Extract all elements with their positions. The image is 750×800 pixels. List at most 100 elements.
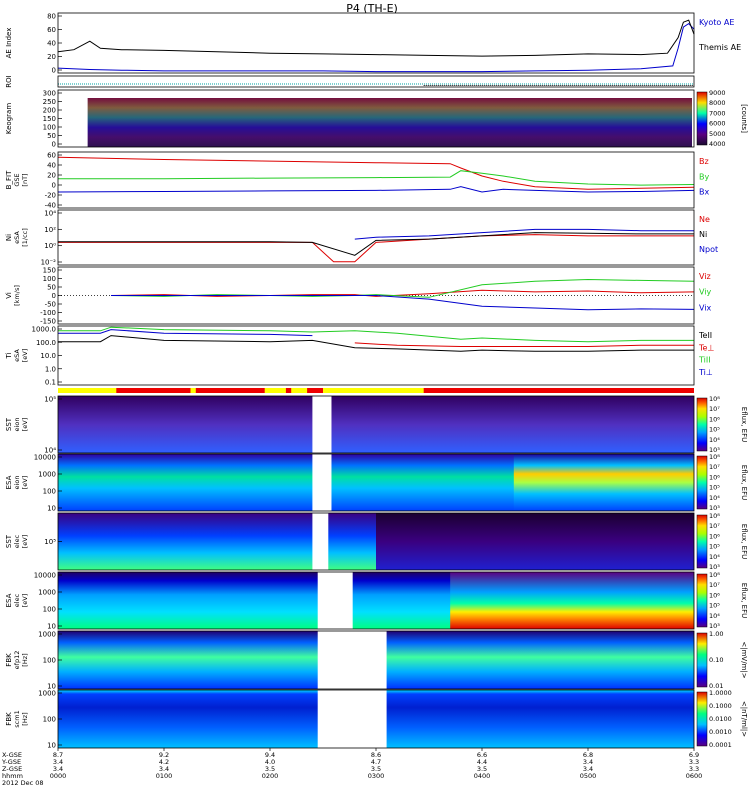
colorbar-tick: 8000 [709,99,726,107]
colorbar-tick: 0.0010 [709,728,732,736]
ytick-label: 50 [47,132,56,140]
plot-bg-ae [58,13,694,73]
colorbar-fbk-b [696,691,708,747]
ytick-label: 10 [47,683,56,691]
ylabel-sub: [eV] [21,476,29,490]
colorbar-tick: 0.0001 [709,741,732,749]
ytick-label: 100 [43,275,56,283]
colorbar-label: Eflux, EFU [740,524,748,559]
colorbar-tick: 10⁷ [709,581,720,589]
series-bfield-2 [57,186,695,193]
time-tick-label: 3.3 [689,765,699,773]
legend-bfield-1: By [699,172,709,181]
time-axis-row-label: Y-GSE [1,758,21,766]
legend-bfield-2: Bx [699,188,709,197]
frame-sst-ion [57,395,695,454]
ylabel-ae: AE Index [5,28,13,59]
legend-bfield-0: Bz [699,157,709,166]
panel-temperature: TeII Te⊥ TiII Ti⊥ 0.1 1.0 10.0 100.0 1000.0 Ti eSA… [5,326,714,387]
time-tick-label: 3.3 [689,758,699,766]
panel-ae: Kyoto AE Themis AE 0 20 40 60 80 AE Index [5,13,741,75]
ylabel-sub: [Hz] [21,712,29,725]
ylabel-sub: elec [13,534,21,548]
ytick-label: 0 [52,292,56,300]
ytick-label: 10 [47,505,56,513]
ytick-label: 1000 [38,589,56,597]
ytick-label: -20 [45,192,56,200]
ytick-label: 100 [43,488,56,496]
colorbar-tick: 9000 [709,89,726,97]
ytick-label: 100 [43,657,56,665]
legend-velocity-2: Vix [699,303,712,312]
ytick-label: 250 [43,98,56,106]
colorbar-tick: 10⁵ [709,484,720,492]
time-tick-label: 3.4 [53,765,63,773]
legend-ae-0: Kyoto AE [699,18,734,27]
time-tick-label: 6.8 [583,751,593,759]
data-gap [317,572,353,629]
ytick-label: 100.0 [36,339,56,347]
ytick-label: 1.0 [45,365,56,373]
keogram-tint [87,98,693,147]
colorbar-tick: 10³ [709,446,720,454]
colorbar-tick: 0.1000 [709,702,732,710]
legend-density-0: Ne [699,215,710,224]
colorbar-label: Eflux, EFU [740,583,748,618]
colorbar-tick: 4000 [709,140,726,148]
panel-bfield: Bz By Bx -40 -20 0 20 40 60 B_FIT GSE [nT] [5,152,709,210]
series-temperature-2 [58,326,694,343]
ytick-label: 80 [47,13,56,21]
colorbar-tick: 10⁸ [709,453,720,461]
series-velocity-0 [110,289,695,297]
legend-density-2: Npot [699,245,718,254]
colorbar-tick: 10⁸ [709,512,720,520]
legend-velocity-1: Viy [699,288,712,297]
legend-temperature-3: Ti⊥ [698,368,713,377]
ytick-label: 10⁻² [41,259,57,267]
spectrogram-active-esa-elec [450,572,694,629]
colorbar-tick: 6000 [709,120,726,128]
time-tick-label: 3.4 [583,765,593,773]
data-gap [312,513,329,570]
ylabel-sub: [eV] [21,535,29,549]
ylabel-sub: scm1 [13,710,21,727]
legend-ae-1: Themis AE [698,43,741,52]
ytick-label: 10000 [34,572,56,580]
colorbar-label: [counts] [740,104,748,133]
series-ae-0 [57,22,695,73]
data-gap [312,454,332,511]
ytick-label: -150 [40,318,56,326]
colorbar-label: Eflux, EFU [740,465,748,500]
data-gap [317,690,387,748]
series-temperature-0 [58,335,694,352]
colorbar-tick: 7000 [709,109,726,117]
colorbar-esa-ion [696,455,708,510]
mode-bar-fast [285,388,292,393]
spectrogram-active-esa-ion [513,454,694,511]
time-axis-row-label: Z-GSE [2,765,22,773]
colorbar-tick: 1.00 [709,630,723,638]
series-density-2 [354,228,694,240]
ytick-label: 300 [43,90,56,98]
ytick-label: 0 [52,182,56,190]
ylabel-sub: eion [13,418,21,432]
ytick-label: -40 [45,202,56,210]
time-tick-label: 4.2 [159,758,169,766]
colorbar-keogram [696,91,708,146]
ytick-label: -50 [45,301,56,309]
colorbar-label: <|nT/ml|> [740,701,748,737]
legend-temperature-1: Te⊥ [698,343,714,352]
series-density-0 [58,234,694,263]
frame-esa-ion [57,453,695,512]
ytick-label: 20 [47,172,56,180]
time-tick-label: 0000 [50,772,67,780]
colorbar-tick: 10⁶ [709,591,720,599]
time-tick-label: 4.4 [477,758,487,766]
roi-bg [58,76,694,87]
ytick-label: 10⁴ [44,210,56,218]
series-temperature-3 [58,329,313,337]
colorbar-tick: 10⁷ [709,405,720,413]
ylabel-velocity: Vi [5,292,13,299]
time-tick-label: 8.7 [53,751,63,759]
ylabel-sub: eSA [13,349,21,362]
